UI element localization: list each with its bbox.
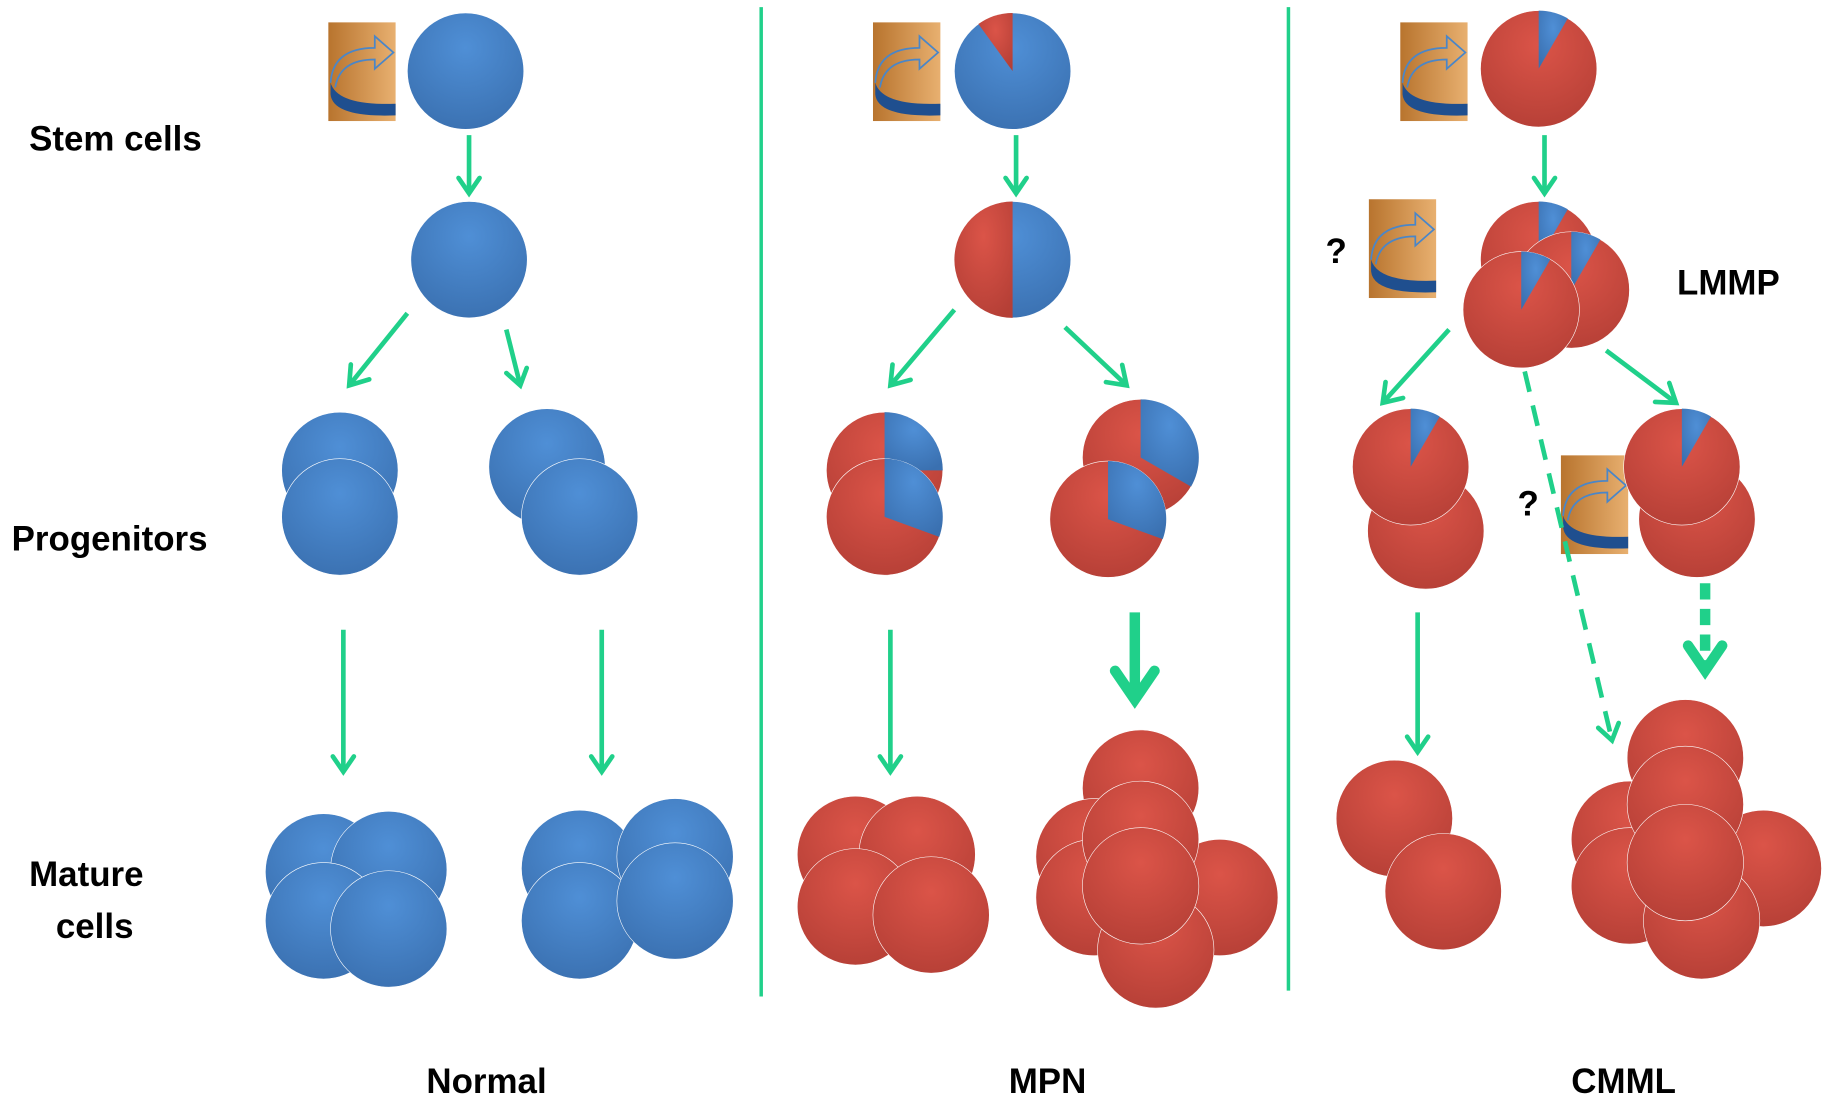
row-label: Stem cells (29, 119, 202, 158)
arrow (349, 313, 407, 385)
cell (411, 201, 527, 317)
cell-wedge (954, 201, 1012, 317)
self-renewal-icon (1369, 199, 1437, 298)
arrow (1065, 327, 1127, 385)
cell (1627, 804, 1743, 920)
diagram: Stem cells Progenitors Mature cells Norm… (0, 0, 1825, 1099)
arrow (1525, 371, 1612, 740)
column-label: MPN (1009, 1062, 1087, 1099)
row-label: cells (56, 907, 134, 946)
self-renewal-icon (1400, 22, 1468, 121)
cell (331, 871, 447, 987)
arrow (890, 310, 954, 386)
self-renewal-icon (873, 22, 941, 121)
cell (282, 459, 398, 575)
column-label: CMML (1571, 1062, 1676, 1099)
annotation: LMMP (1677, 264, 1780, 303)
cell (1385, 833, 1501, 949)
column-label: Normal (426, 1062, 546, 1099)
cell (1082, 828, 1198, 944)
cell (1624, 409, 1740, 525)
arrow (1606, 350, 1676, 402)
page: {"row_labels": {"stem": "Stem cells", "p… (0, 0, 1825, 1099)
annotation: ? (1518, 485, 1539, 524)
cell (873, 857, 989, 973)
row-label: Mature (29, 855, 143, 894)
cell (521, 459, 637, 575)
cell (617, 843, 733, 959)
cell (407, 13, 523, 129)
row-label: Progenitors (12, 520, 208, 559)
arrow (1383, 330, 1449, 403)
annotation: ? (1325, 232, 1346, 271)
self-renewal-icon (1561, 455, 1629, 554)
self-renewal-icon (328, 22, 396, 121)
